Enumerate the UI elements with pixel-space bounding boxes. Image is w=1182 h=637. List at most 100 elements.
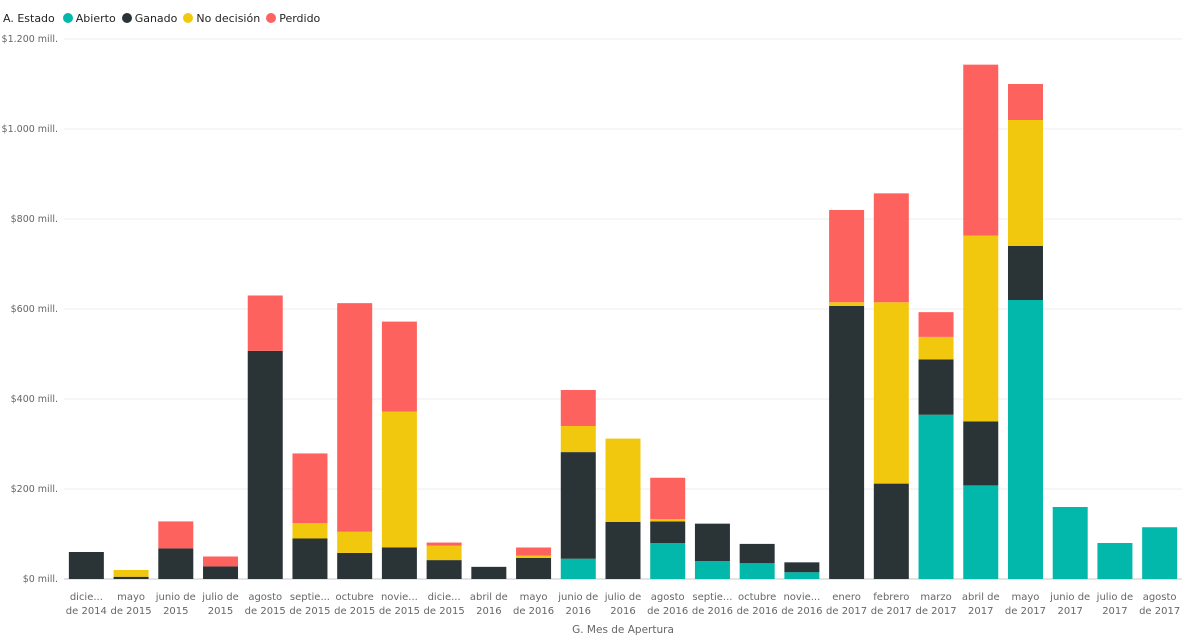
- bar-perdido[interactable]: [1007, 84, 1043, 120]
- bar-no-decisión[interactable]: [426, 545, 462, 561]
- bar-ganado[interactable]: [739, 543, 775, 564]
- legend-dot-perdido: [266, 13, 277, 23]
- bar-abierto[interactable]: [1142, 527, 1178, 579]
- x-tick-label: octubre: [738, 592, 776, 603]
- bar-no-decisión[interactable]: [918, 336, 954, 360]
- x-tick-label: agosto: [1143, 592, 1177, 603]
- bar-ganado[interactable]: [203, 566, 239, 579]
- bar-no-decisión[interactable]: [963, 235, 999, 422]
- bar-no-decisión[interactable]: [873, 302, 909, 484]
- bar-ganado[interactable]: [516, 557, 552, 579]
- x-tick-label: junio de: [155, 592, 196, 603]
- bar-no-decisión[interactable]: [1007, 120, 1043, 246]
- bar-ganado[interactable]: [560, 452, 596, 559]
- bar-no-decisión[interactable]: [650, 519, 686, 522]
- x-tick-label: de 2016: [692, 606, 733, 617]
- legend-label-ganado: Ganado: [134, 11, 178, 25]
- y-tick-label: $400 mill.: [11, 394, 58, 405]
- bar-abierto[interactable]: [694, 561, 730, 579]
- x-tick-label: marzo: [920, 592, 951, 603]
- x-tick-label: mayo: [1012, 592, 1040, 603]
- x-tick-label: 2016: [476, 606, 501, 617]
- legend-item-ganado[interactable]: Ganado: [121, 11, 178, 25]
- legend-label-abierto: Abierto: [75, 11, 116, 25]
- x-tick-label: 2015: [163, 606, 188, 617]
- bar-ganado[interactable]: [247, 350, 283, 579]
- bar-ganado[interactable]: [68, 552, 104, 579]
- bar-abierto[interactable]: [784, 572, 820, 579]
- bar-ganado[interactable]: [829, 305, 865, 579]
- x-tick-label: 2017: [1102, 606, 1127, 617]
- bar-abierto[interactable]: [650, 543, 686, 579]
- x-tick-label: de 2015: [334, 606, 375, 617]
- bar-abierto[interactable]: [963, 485, 999, 579]
- bar-abierto[interactable]: [918, 414, 954, 579]
- x-tick-label: de 2015: [111, 606, 152, 617]
- legend: A. Estado Abierto Ganado No decisión Per…: [3, 9, 326, 27]
- bar-no-decisión[interactable]: [516, 555, 552, 558]
- bar-perdido[interactable]: [918, 312, 954, 337]
- bar-perdido[interactable]: [292, 453, 328, 524]
- bar-ganado[interactable]: [873, 483, 909, 579]
- x-tick-label: de 2016: [737, 606, 778, 617]
- bar-perdido[interactable]: [247, 295, 283, 351]
- bar-no-decisión[interactable]: [337, 531, 373, 553]
- legend-item-abierto[interactable]: Abierto: [62, 11, 116, 25]
- x-tick-label: febrero: [873, 592, 909, 603]
- y-tick-label: $1.200 mill.: [2, 34, 58, 45]
- bar-perdido[interactable]: [203, 556, 239, 567]
- bar-perdido[interactable]: [963, 64, 999, 236]
- x-tick-label: mayo: [117, 592, 145, 603]
- bar-perdido[interactable]: [650, 477, 686, 520]
- x-tick-label: de 2016: [647, 606, 688, 617]
- bar-perdido[interactable]: [337, 303, 373, 532]
- x-tick-label: agosto: [248, 592, 282, 603]
- bar-no-decisión[interactable]: [829, 302, 865, 306]
- legend-item-no-decision[interactable]: No decisión: [183, 12, 260, 25]
- bar-ganado[interactable]: [337, 552, 373, 579]
- bar-ganado[interactable]: [784, 562, 820, 573]
- bar-ganado[interactable]: [694, 523, 730, 561]
- bar-no-decisión[interactable]: [605, 438, 641, 522]
- bar-ganado[interactable]: [292, 538, 328, 580]
- x-tick-label: julio de: [604, 592, 641, 603]
- bar-ganado[interactable]: [605, 521, 641, 579]
- bar-no-decisión[interactable]: [292, 523, 328, 539]
- x-tick-label: de 2017: [871, 606, 912, 617]
- bar-abierto[interactable]: [560, 558, 596, 579]
- legend-dot-abierto: [62, 13, 73, 23]
- bar-ganado[interactable]: [963, 421, 999, 486]
- x-tick-label: de 2017: [915, 606, 956, 617]
- legend-item-perdido[interactable]: Perdido: [266, 12, 320, 25]
- bar-ganado[interactable]: [471, 566, 507, 579]
- bar-abierto[interactable]: [1097, 543, 1133, 579]
- bar-ganado[interactable]: [650, 521, 686, 543]
- bar-perdido[interactable]: [873, 193, 909, 303]
- bar-no-decisión[interactable]: [560, 426, 596, 453]
- bar-no-decisión[interactable]: [113, 570, 149, 577]
- x-tick-label: novie...: [783, 592, 820, 603]
- x-tick-label: junio de: [1049, 592, 1090, 603]
- x-tick-label: septie...: [692, 592, 732, 603]
- bar-ganado[interactable]: [381, 547, 417, 580]
- x-tick-label: 2017: [968, 606, 993, 617]
- bar-ganado[interactable]: [113, 576, 149, 579]
- bar-perdido[interactable]: [158, 521, 194, 549]
- bar-abierto[interactable]: [1052, 507, 1088, 579]
- bar-abierto[interactable]: [739, 563, 775, 579]
- y-tick-label: $600 mill.: [11, 304, 58, 315]
- bar-ganado[interactable]: [918, 359, 954, 415]
- bar-perdido[interactable]: [426, 542, 462, 546]
- bar-abierto[interactable]: [1007, 300, 1043, 579]
- bar-perdido[interactable]: [829, 210, 865, 303]
- bar-ganado[interactable]: [1007, 246, 1043, 300]
- bar-no-decisión[interactable]: [381, 411, 417, 548]
- bar-perdido[interactable]: [381, 321, 417, 412]
- bar-perdido[interactable]: [516, 547, 552, 556]
- bar-ganado[interactable]: [158, 548, 194, 579]
- x-tick-label: de 2015: [245, 606, 286, 617]
- bar-perdido[interactable]: [560, 390, 596, 426]
- bar-ganado[interactable]: [426, 560, 462, 579]
- x-tick-label: 2016: [610, 606, 635, 617]
